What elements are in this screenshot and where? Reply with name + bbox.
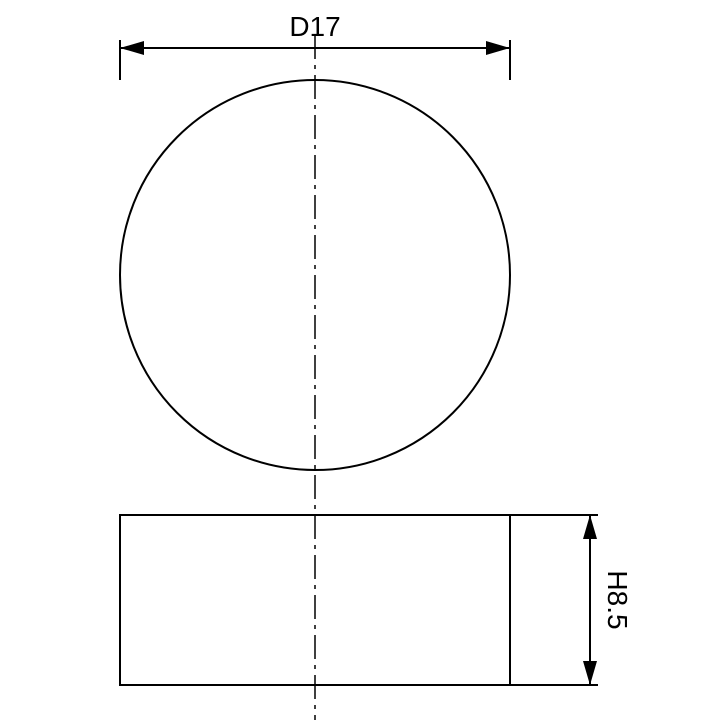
dim-right-arrow-top (583, 515, 597, 539)
dimension-height: H8.5 (510, 515, 633, 685)
dim-top-arrow-right (486, 41, 510, 55)
dim-top-label: D17 (289, 11, 340, 42)
dim-top-arrow-left (120, 41, 144, 55)
engineering-drawing: D17 H8.5 (0, 0, 720, 720)
dim-right-label: H8.5 (602, 570, 633, 629)
dim-right-arrow-bottom (583, 661, 597, 685)
